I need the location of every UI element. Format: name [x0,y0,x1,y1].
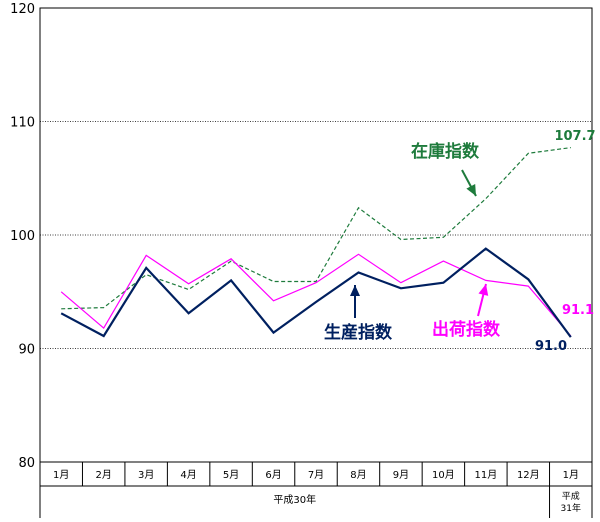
x-tick-label: 8月 [350,469,366,481]
x-tick-label: 5月 [223,469,239,481]
series-line-0 [60,247,572,338]
x-tick-label: 12月 [517,469,540,481]
x-tick-label: 9月 [393,469,409,481]
y-tick-label: 90 [18,343,35,358]
x-tick-label: 1月 [563,469,579,481]
arrow-production-head [350,285,360,296]
series-label-production: 生産指数 [324,322,393,343]
y-tick-label: 100 [10,229,35,244]
x-tick-label: 1月 [53,469,69,481]
x-tick-label: 7月 [308,469,324,481]
era-label-h30: 平成30年 [273,493,316,506]
y-tick-label: 80 [18,456,35,471]
series-label-shipment: 出荷指数 [432,319,501,340]
x-tick-label: 10月 [432,469,455,481]
era-label-h31-line1: 平成 [562,490,580,502]
arrow-inventory-head [466,183,476,196]
y-tick-label: 110 [10,116,35,131]
x-tick-label: 2月 [96,469,112,481]
end-value-production: 91.0 [535,339,567,354]
x-tick-label: 11月 [474,469,497,481]
plot-frame [39,7,593,463]
x-tick-label: 6月 [265,469,281,481]
series-line-2 [61,147,571,310]
arrow-shipment-head [478,284,489,296]
era-label-h31-line2: 31年 [561,502,581,514]
y-tick-label: 120 [10,2,35,17]
x-tick-label: 3月 [138,469,154,481]
series-label-inventory: 在庫指数 [411,141,480,162]
end-value-shipment: 91.1 [562,303,594,318]
series-line-1 [60,253,572,337]
x-tick-label: 4月 [180,469,196,481]
end-value-inventory: 107.7 [554,129,595,144]
